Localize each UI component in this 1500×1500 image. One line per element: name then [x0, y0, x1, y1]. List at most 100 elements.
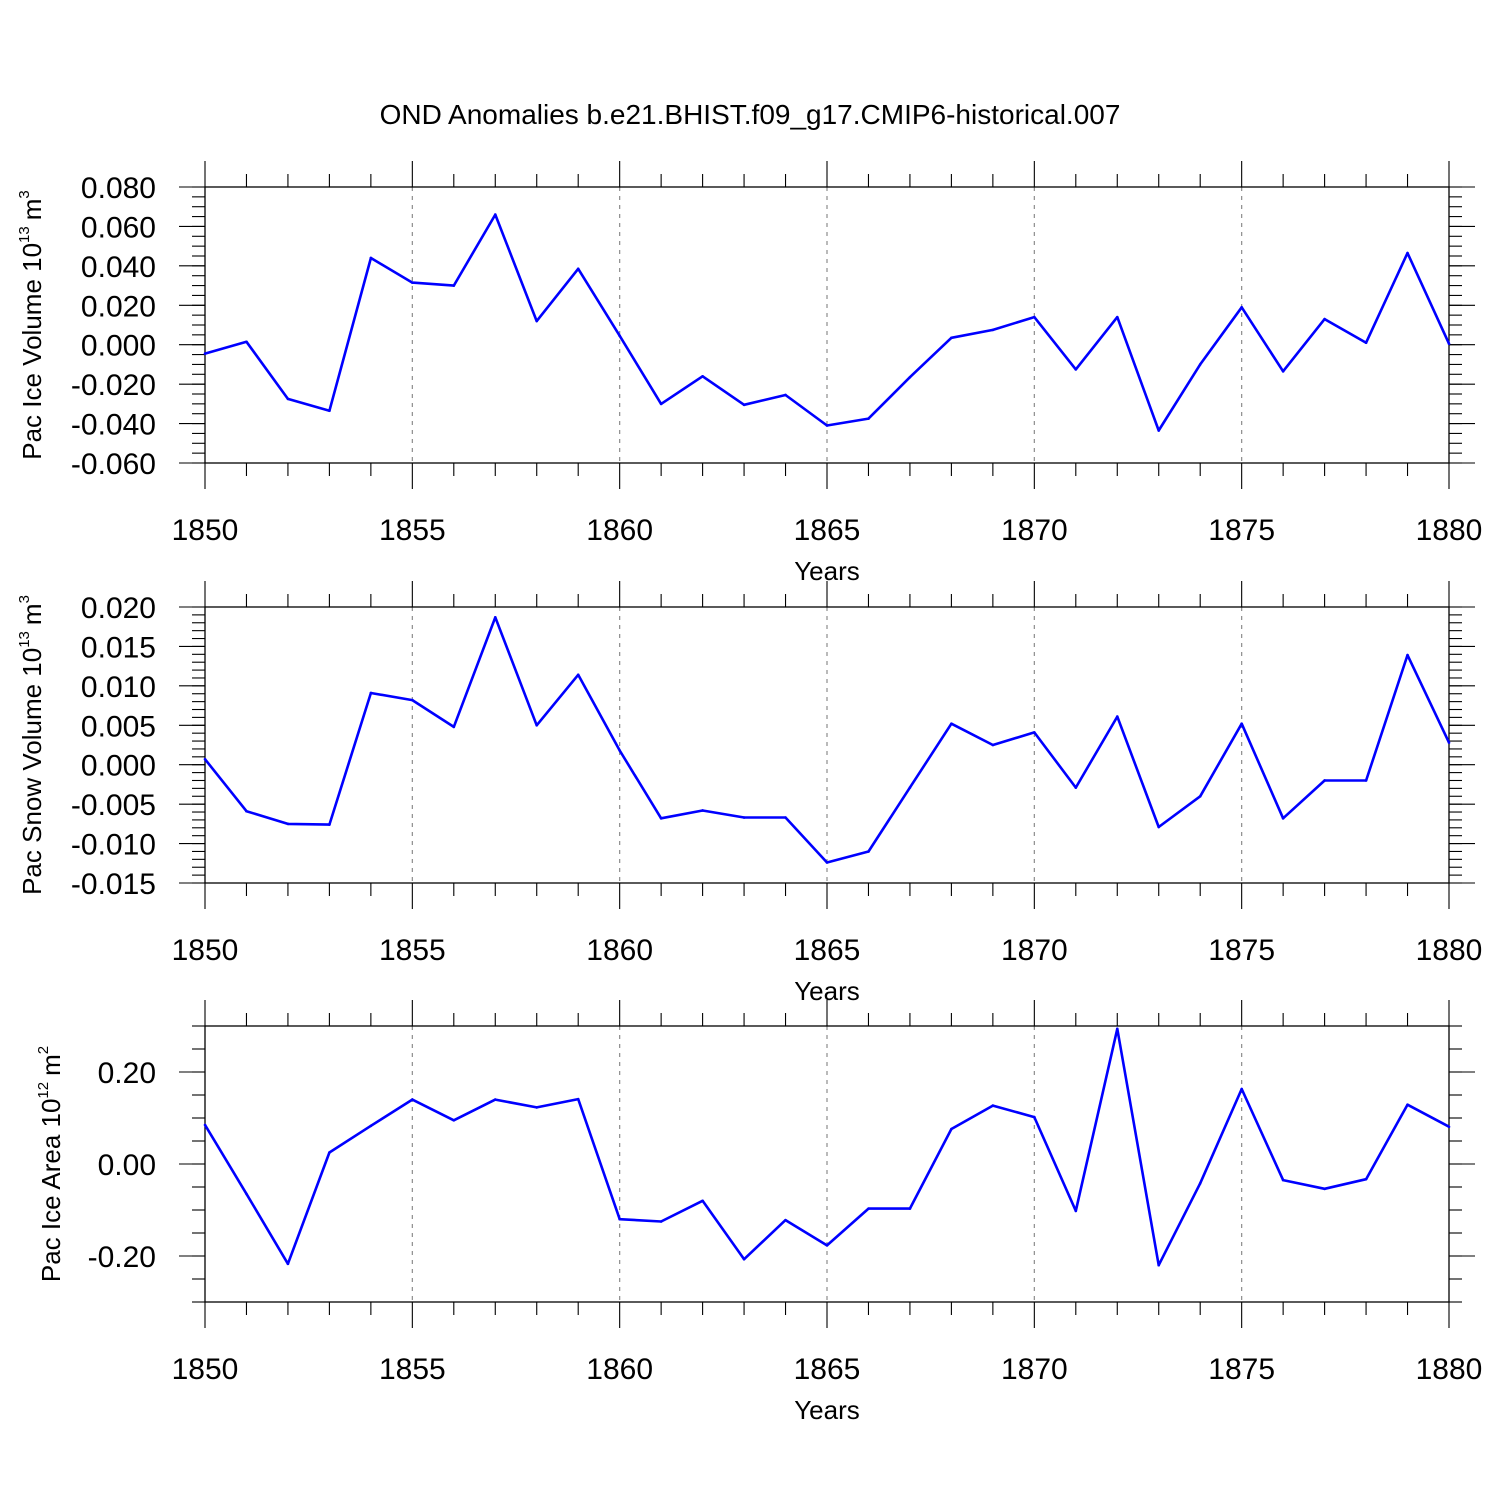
x-tick-label: 1860: [586, 514, 653, 547]
y-tick-label: -0.060: [71, 448, 156, 481]
x-tick-label: 1870: [1001, 514, 1068, 547]
x-tick-label: 1870: [1001, 1353, 1068, 1386]
pac-ice-volume-point: [1281, 370, 1285, 373]
x-tick-label: 1850: [172, 934, 239, 967]
pac-ice-area-point: [742, 1257, 746, 1261]
pac-ice-volume-point: [535, 319, 539, 323]
pac-ice-volume-point: [908, 375, 912, 379]
pac-ice-volume-point: [576, 267, 580, 271]
y-tick-label: 0.000: [81, 750, 156, 783]
y-tick-label: -0.010: [71, 829, 156, 862]
x-tick-label: 1865: [794, 514, 861, 547]
pac-ice-area-point: [784, 1218, 787, 1222]
pac-ice-volume-point: [991, 328, 995, 332]
y-axis-label-exp: 12: [35, 1082, 52, 1099]
y-tick-label: 0.015: [81, 631, 156, 664]
figure-title: OND Anomalies b.e21.BHIST.f09_g17.CMIP6-…: [380, 99, 1121, 130]
y-tick-label: -0.040: [71, 409, 156, 442]
pac-ice-volume-point: [618, 334, 621, 338]
pac-ice-volume-point: [1115, 315, 1119, 319]
pac-snow-volume-point: [1364, 779, 1368, 782]
pac-snow-volume-point: [1281, 817, 1285, 820]
pac-ice-area-point: [1281, 1178, 1285, 1182]
pac-ice-area-point: [452, 1119, 456, 1122]
pac-ice-volume-point: [1447, 342, 1451, 346]
pac-snow-volume-point: [493, 615, 497, 619]
x-axis-label: Years: [794, 1395, 860, 1425]
pac-ice-volume-point: [950, 336, 953, 340]
pac-ice-volume-point: [245, 340, 248, 344]
pac-ice-area-point: [369, 1124, 373, 1128]
pac-snow-volume-point: [950, 722, 953, 726]
y-axis-label-unit: m: [17, 199, 47, 221]
pac-ice-area-point: [493, 1098, 497, 1101]
y-axis-label-unit: m: [17, 603, 47, 625]
x-tick-label: 1855: [379, 1353, 446, 1386]
pac-snow-volume-point: [286, 822, 290, 826]
pac-ice-area-point: [203, 1123, 207, 1127]
panels: 1850 1855 1860 1865 1870 1875 1880 -0.060 -0.040…: [16, 161, 1482, 1425]
pac-snow-volume-point: [369, 691, 373, 695]
pac-ice-volume-point: [328, 409, 331, 413]
pac-snow-volume-panel: 1850 1855 1860 1865 1870 1875 1880 -0.015 -0.010…: [16, 581, 1482, 1006]
pac-ice-area-point: [1157, 1263, 1161, 1267]
x-tick-label: 1865: [794, 934, 861, 967]
y-tick-label: 0.020: [81, 592, 156, 625]
y-axis-label-unit-exp: 2: [35, 1046, 52, 1054]
pac-ice-area-point: [1115, 1027, 1119, 1031]
pac-ice-area-point: [328, 1151, 331, 1154]
pac-ice-volume-point: [1406, 251, 1409, 255]
pac-snow-volume-point: [411, 698, 414, 702]
pac-ice-area-point: [825, 1244, 829, 1247]
y-tick-label: -0.005: [71, 789, 156, 822]
pac-snow-volume-point: [701, 809, 704, 812]
pac-ice-volume-point: [659, 402, 663, 406]
x-tick-label: 1880: [1416, 514, 1483, 547]
pac-ice-area-point: [1240, 1087, 1243, 1091]
x-tick-label: 1875: [1208, 514, 1275, 547]
y-tick-label: 0.080: [81, 172, 156, 205]
pac-ice-volume-point: [1240, 305, 1243, 309]
pac-ice-volume-point: [369, 256, 373, 260]
pac-ice-area-point: [659, 1220, 663, 1223]
pac-snow-volume-point: [452, 725, 456, 729]
pac-ice-volume-point: [1323, 317, 1326, 321]
y-tick-label: 0.060: [81, 211, 156, 244]
pac-ice-volume-point: [1198, 363, 1202, 366]
pac-ice-area-point: [701, 1199, 704, 1203]
y-axis-label: Pac Snow Volume 1013 m3: [16, 595, 47, 895]
pac-ice-volume-point: [452, 284, 456, 287]
pac-ice-volume-point: [1157, 429, 1161, 432]
pac-ice-area-panel: 1850 1855 1860 1865 1870 1875 1880 -0.20 0.00 0.2…: [35, 1000, 1482, 1425]
pac-ice-volume-point: [742, 403, 746, 407]
x-tick-label: 1855: [379, 934, 446, 967]
pac-ice-area-point: [618, 1217, 621, 1221]
pac-snow-volume-point: [1406, 653, 1409, 657]
pac-snow-volume-point: [825, 861, 829, 864]
pac-snow-volume-point: [1240, 722, 1243, 726]
pac-ice-area-point: [950, 1127, 953, 1131]
pac-ice-area-point: [1323, 1187, 1326, 1191]
pac-ice-volume-point: [493, 213, 497, 216]
x-tick-label: 1875: [1208, 1353, 1275, 1386]
pac-ice-area-point: [411, 1098, 414, 1101]
y-axis-label-unit: m: [36, 1054, 66, 1076]
pac-ice-area-point: [1364, 1177, 1368, 1181]
y-tick-label: 0.010: [81, 671, 156, 704]
pac-ice-volume-point: [1074, 368, 1078, 371]
pac-ice-area-point: [1406, 1103, 1409, 1106]
pac-snow-volume-point: [618, 749, 621, 752]
pac-snow-volume-point: [1198, 794, 1202, 798]
y-axis-label: Pac Ice Area 1012 m2: [35, 1046, 66, 1282]
pac-snow-volume-point: [1157, 825, 1161, 829]
y-axis-label: Pac Ice Volume 1013 m3: [16, 190, 47, 460]
x-tick-label: 1850: [172, 1353, 239, 1386]
pac-ice-volume-point: [411, 281, 414, 284]
y-axis-label-exp: 13: [16, 631, 33, 648]
pac-snow-volume-point: [1033, 731, 1036, 734]
y-tick-label: 0.000: [81, 330, 156, 363]
pac-snow-volume-point: [659, 817, 663, 820]
pac-ice-area-point: [576, 1097, 580, 1101]
pac-ice-area-point: [867, 1207, 870, 1210]
